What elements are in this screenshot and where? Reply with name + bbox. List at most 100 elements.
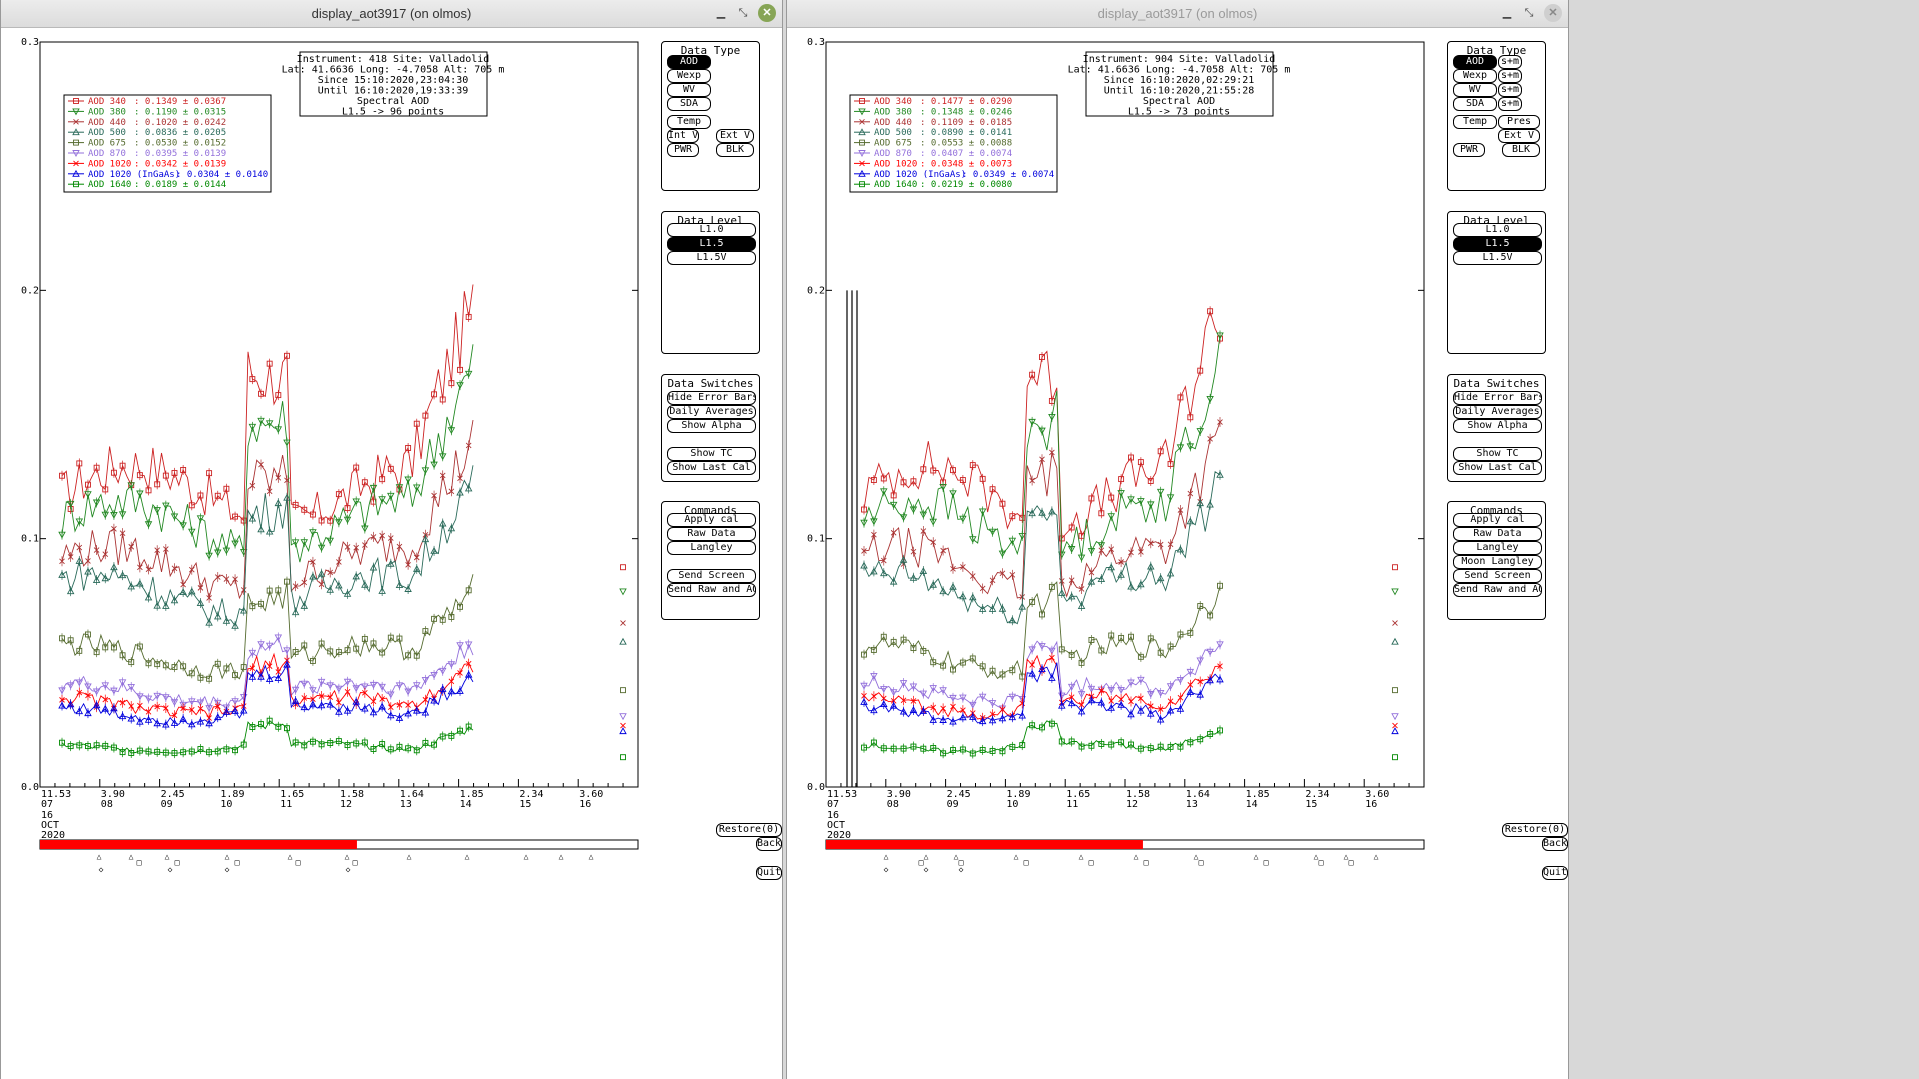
type-temp-button[interactable]: Temp	[1453, 115, 1497, 129]
data-type-aod-button[interactable]: AOD	[667, 55, 711, 69]
data-level-panel: Data Level L1.0 L1.5 L1.5V	[661, 211, 760, 354]
type-temp-button[interactable]: Temp	[667, 115, 711, 129]
x-tick-day: 11	[280, 799, 292, 810]
send-raw-and-aod-button[interactable]: Send Raw and AOD	[667, 583, 756, 597]
hide-error-bars-button[interactable]: Hide Error Bars	[667, 391, 756, 405]
panel-title: Data Type	[1466, 44, 1527, 57]
window-title: display_aot3917 (on olmos)	[311, 6, 472, 21]
raw-data-button[interactable]: Raw Data	[1453, 527, 1542, 541]
quit-button[interactable]: Quit	[1542, 866, 1568, 880]
data-level-l1-5-button[interactable]: L1.5	[667, 237, 756, 251]
legend-entry: AOD 675	[874, 139, 912, 149]
data-type-aod-button[interactable]: AOD	[1453, 55, 1497, 69]
data-level-l1-0-button[interactable]: L1.0	[1453, 223, 1542, 237]
restore-button[interactable]: Restore(0)	[716, 823, 782, 837]
data-level-panel: Data Level L1.0 L1.5 L1.5V	[1447, 211, 1546, 354]
restore-button[interactable]: Restore(0)	[1502, 823, 1568, 837]
event-diamond: ◇	[884, 865, 889, 874]
back-button[interactable]: Back	[1542, 837, 1568, 851]
raw-data-button[interactable]: Raw Data	[667, 527, 756, 541]
hide-error-bars-button[interactable]: Hide Error Bars	[1453, 391, 1542, 405]
type-pwr-button[interactable]: PWR	[1453, 143, 1485, 157]
info-line: Spectral AOD	[357, 96, 429, 107]
daily-averages-button[interactable]: Daily Averages	[667, 405, 756, 419]
data-level-l1-5v-button[interactable]: L1.5V	[667, 251, 756, 265]
event-tri: △	[129, 852, 134, 861]
legend-stats: : 0.0189 ± 0.0144	[134, 180, 226, 190]
quit-button[interactable]: Quit	[756, 866, 782, 880]
series-group	[860, 306, 1399, 761]
s-m-button[interactable]: s+m	[1498, 69, 1522, 83]
series-group	[58, 284, 627, 761]
langley-button[interactable]: Langley	[1453, 541, 1542, 555]
type-ext-v-button[interactable]: Ext V	[716, 129, 754, 143]
data-type-wexp-button[interactable]: Wexp	[667, 69, 711, 83]
data-type-wv-button[interactable]: WV	[667, 83, 711, 97]
data-level-l1-5-button[interactable]: L1.5	[1453, 237, 1542, 251]
apply-cal-button[interactable]: Apply cal	[1453, 513, 1542, 527]
minimize-icon[interactable]: ▁	[716, 7, 726, 19]
show-tc-button[interactable]: Show TC	[1453, 447, 1542, 461]
show-last-cal-button[interactable]: Show Last Cal	[667, 461, 756, 475]
legend-entry: AOD 1640	[874, 180, 917, 190]
series-line	[863, 471, 1221, 625]
send-screen-button[interactable]: Send Screen	[667, 569, 756, 583]
restore-icon[interactable]: ⤡	[738, 7, 748, 19]
data-level-l1-0-button[interactable]: L1.0	[667, 223, 756, 237]
data-type-wv-button[interactable]: WV	[1453, 83, 1497, 97]
event-diamond: ◇	[346, 865, 351, 874]
x-tick-day: 14	[1246, 799, 1258, 810]
apply-cal-button[interactable]: Apply cal	[667, 513, 756, 527]
s-m-button[interactable]: s+m	[1498, 97, 1522, 111]
type-ext-v-button[interactable]: Ext V	[1498, 129, 1540, 143]
back-button[interactable]: Back	[756, 837, 782, 851]
s-m-button[interactable]: s+m	[1498, 83, 1522, 97]
x-tick-day: 14	[460, 799, 472, 810]
event-tri: △	[225, 852, 230, 861]
title-bar[interactable]: display_aot3917 (on olmos) ▁ ⤡ ✕	[1, 0, 782, 28]
type-blk-button[interactable]: BLK	[1502, 143, 1540, 157]
close-icon[interactable]: ✕	[1544, 4, 1562, 22]
send-screen-button[interactable]: Send Screen	[1453, 569, 1542, 583]
show-tc-button[interactable]: Show TC	[667, 447, 756, 461]
show-alpha-button[interactable]: Show Alpha	[1453, 419, 1542, 433]
legend-entry: AOD 380	[874, 107, 912, 117]
data-type-sda-button[interactable]: SDA	[1453, 97, 1497, 111]
x-tick-value: 3.60	[579, 789, 603, 800]
event-tri: △	[1194, 852, 1199, 861]
x-tick-value: 3.90	[887, 789, 911, 800]
minimize-icon[interactable]: ▁	[1502, 7, 1512, 19]
data-type-wexp-button[interactable]: Wexp	[1453, 69, 1497, 83]
moon-langley-button[interactable]: Moon Langley	[1453, 555, 1542, 569]
event-tri: △	[1344, 852, 1349, 861]
type-pres-button[interactable]: Pres	[1498, 115, 1540, 129]
s-m-button[interactable]: s+m	[1498, 55, 1522, 69]
event-square: □	[235, 858, 240, 867]
type-blk-button[interactable]: BLK	[716, 143, 754, 157]
restore-icon[interactable]: ⤡	[1524, 7, 1534, 19]
x-tick-value: 3.90	[101, 789, 125, 800]
show-alpha-button[interactable]: Show Alpha	[667, 419, 756, 433]
event-tri: △	[407, 852, 412, 861]
title-bar[interactable]: display_aot3917 (on olmos) ▁ ⤡ ✕	[787, 0, 1568, 28]
langley-button[interactable]: Langley	[667, 541, 756, 555]
send-raw-and-aod-button[interactable]: Send Raw and AOD	[1453, 583, 1542, 597]
data-level-l1-5v-button[interactable]: L1.5V	[1453, 251, 1542, 265]
legend-stats: : 0.0219 ± 0.0080	[920, 180, 1012, 190]
info-line: Since 15:10:2020,23:04:30	[318, 75, 469, 86]
event-diamond: ◇	[225, 865, 230, 874]
legend-stats: : 0.1349 ± 0.0367	[134, 97, 226, 107]
info-line: L1.5 -> 73 points	[1128, 107, 1230, 118]
data-switches-panel: Data Switches Hide Error Bars Daily Averag…	[1447, 374, 1546, 482]
show-last-cal-button[interactable]: Show Last Cal	[1453, 461, 1542, 475]
info-line: Since 16:10:2020,02:29:21	[1104, 75, 1255, 86]
info-line: Spectral AOD	[1143, 96, 1215, 107]
daily-averages-button[interactable]: Daily Averages	[1453, 405, 1542, 419]
type-pwr-button[interactable]: PWR	[667, 143, 699, 157]
legend-stats: : 0.0890 ± 0.0141	[920, 128, 1012, 138]
legend-entry: AOD 440	[874, 118, 912, 128]
type-int-v-button[interactable]: Int V	[667, 129, 699, 143]
data-type-sda-button[interactable]: SDA	[667, 97, 711, 111]
event-tri: △	[924, 852, 929, 861]
close-icon[interactable]: ✕	[758, 4, 776, 22]
